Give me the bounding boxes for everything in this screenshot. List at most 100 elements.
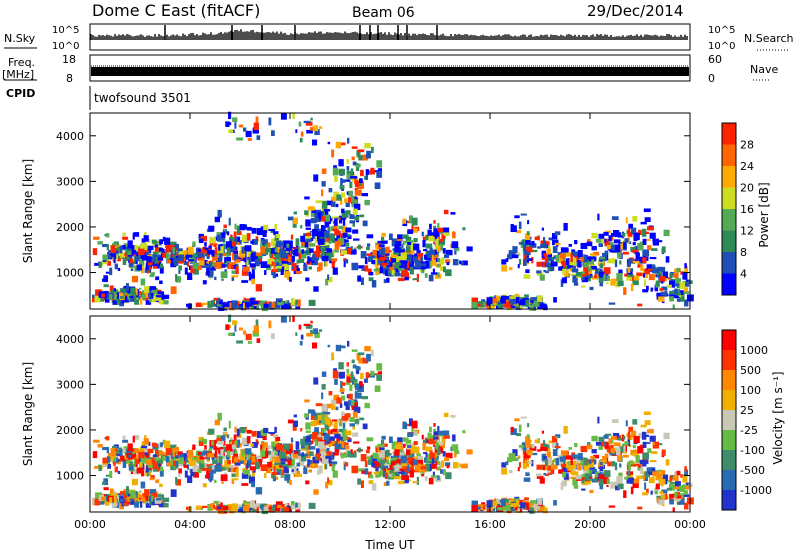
power-cell <box>253 122 259 131</box>
power-cell <box>132 232 135 240</box>
power-cell <box>358 265 365 269</box>
velocity-cell <box>580 457 584 465</box>
velocity-cell <box>280 456 287 462</box>
power-cell <box>128 251 132 255</box>
velocity-cell <box>119 449 123 457</box>
velocity-cell <box>149 498 156 506</box>
power-cell <box>165 244 172 253</box>
velocity-cell <box>414 463 420 472</box>
power-cell <box>541 227 545 231</box>
power-cell <box>304 210 309 215</box>
power-cell <box>218 297 221 302</box>
velocity-cell <box>164 440 171 448</box>
velocity-cell <box>602 455 608 463</box>
velocity-cell <box>231 503 238 512</box>
velocity-cell <box>158 450 163 455</box>
power-cell <box>257 253 263 260</box>
velocity-cell <box>371 456 376 464</box>
power-cell <box>172 257 176 263</box>
power-cell <box>590 265 597 270</box>
power-cell <box>299 250 307 259</box>
velocity-cell <box>352 411 358 418</box>
power-cell <box>438 238 444 242</box>
power-cell <box>537 295 543 302</box>
velocity-cell <box>313 489 319 495</box>
power-cell <box>105 271 111 274</box>
velocity-cell <box>214 479 217 484</box>
velocity-cell <box>109 488 114 495</box>
power-cell <box>382 240 388 244</box>
velocity-cell <box>477 506 481 510</box>
power-cell <box>286 277 290 281</box>
power-cell <box>435 239 439 247</box>
power-cell <box>672 304 675 309</box>
power-cell <box>576 275 583 278</box>
power-cell <box>133 232 140 237</box>
velocity-cell <box>518 445 524 448</box>
velocity-cell <box>558 469 562 474</box>
velocity-cell <box>290 504 296 509</box>
velocity-cell <box>140 501 143 508</box>
power-cell <box>452 231 456 239</box>
velocity-cell <box>264 473 267 478</box>
power-cell <box>339 200 343 205</box>
power-cell <box>139 245 146 250</box>
velocity-cell <box>151 492 158 499</box>
velocity-cell <box>300 334 304 340</box>
velocity-cell <box>431 457 434 465</box>
power-colorbar-tick: 16 <box>740 203 754 216</box>
power-cell <box>142 250 149 253</box>
velocity-cell <box>685 482 691 486</box>
power-cell <box>377 259 381 264</box>
power-cell <box>391 258 397 263</box>
velocity-cell <box>154 460 158 467</box>
power-cell <box>231 275 235 281</box>
power-cell <box>195 252 203 258</box>
velocity-cell <box>346 340 350 347</box>
velocity-cell <box>627 439 631 447</box>
power-cell <box>324 259 328 267</box>
velocity-cell <box>358 447 361 453</box>
velocity-cell <box>335 406 339 411</box>
velocity-cell <box>199 462 205 469</box>
nsky-panel: N.Sky 10^5 10^0 10^5 10^0 N.Search <box>4 23 794 52</box>
power-cell <box>261 239 268 244</box>
power-cell <box>272 273 277 279</box>
velocity-cell <box>537 506 544 512</box>
velocity-cell <box>401 450 404 453</box>
velocity-cell <box>397 480 405 485</box>
power-cell <box>134 299 140 305</box>
velocity-cell <box>417 456 424 460</box>
power-cell <box>654 284 659 292</box>
velocity-cell <box>585 478 593 481</box>
velocity-cell <box>114 457 117 463</box>
power-cell <box>169 257 173 261</box>
velocity-cell <box>314 412 321 421</box>
power-cell <box>202 280 207 285</box>
velocity-cell <box>305 438 311 445</box>
power-cell <box>486 297 493 305</box>
nsearch-right-tick-bottom: 10^0 <box>708 41 735 52</box>
velocity-cell <box>342 433 347 442</box>
velocity-cell <box>586 444 593 450</box>
power-cell <box>375 269 381 275</box>
velocity-cell <box>594 477 598 482</box>
velocity-cell <box>595 475 600 482</box>
power-cell <box>545 241 550 246</box>
power-cell <box>268 117 272 126</box>
power-cell <box>274 252 281 260</box>
power-cell <box>150 257 154 260</box>
power-cell <box>394 245 400 253</box>
power-cell <box>308 258 312 262</box>
power-cell <box>338 233 344 238</box>
velocity-cell <box>300 442 307 449</box>
velocity-cell <box>247 459 252 468</box>
power-cell <box>515 229 522 234</box>
velocity-cell <box>384 472 388 479</box>
velocity-cell <box>292 315 295 322</box>
velocity-cell <box>387 466 395 474</box>
power-cell <box>525 233 531 240</box>
power-cell <box>233 245 236 252</box>
power-cell <box>437 257 440 263</box>
velocity-colorbar-segment <box>722 430 736 451</box>
